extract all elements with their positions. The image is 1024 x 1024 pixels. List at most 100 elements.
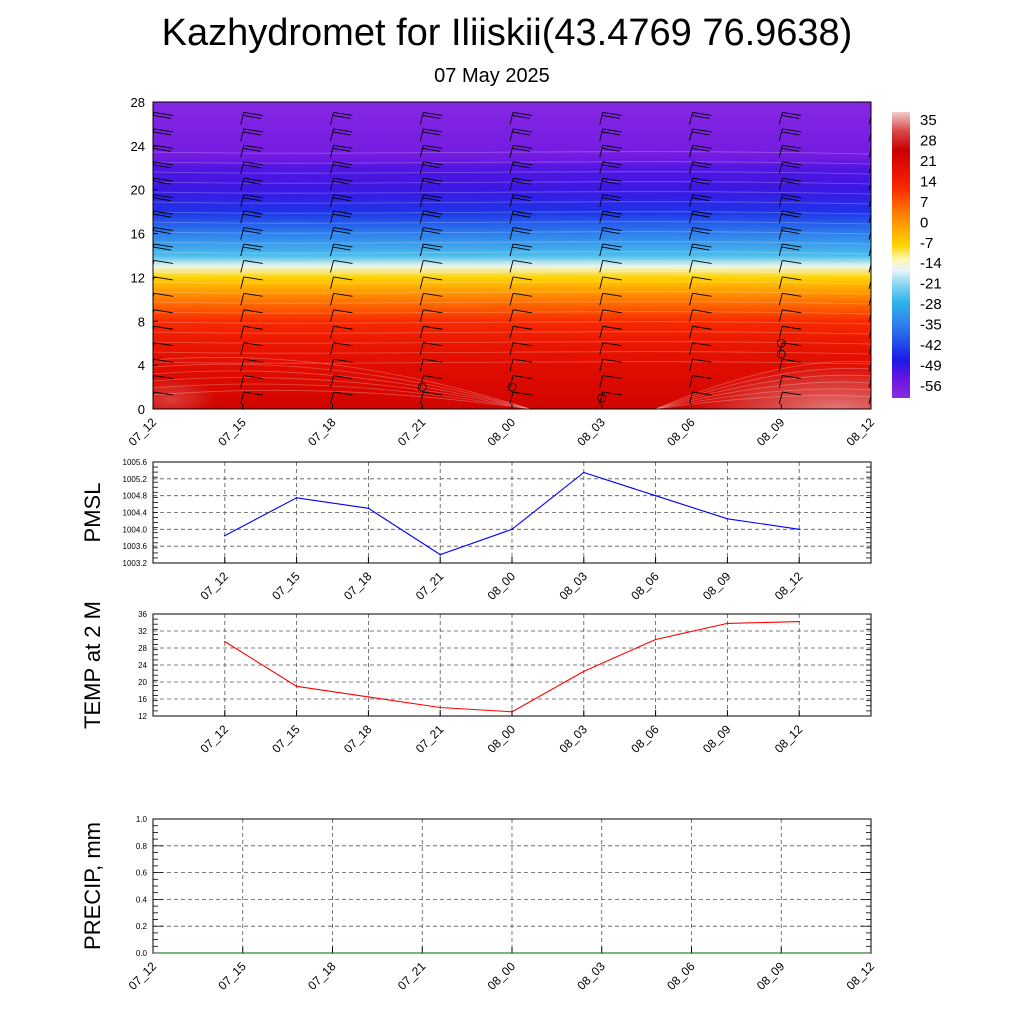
wind-barb — [778, 128, 802, 142]
x-tick-label: 08_03 — [574, 959, 608, 993]
wind-barb — [689, 243, 712, 257]
wind-barb — [868, 114, 871, 125]
wind-barb — [330, 144, 353, 158]
x-tick-label: 07_21 — [395, 959, 429, 993]
colorbar-label: 35 — [920, 112, 937, 129]
wind-barb — [689, 227, 712, 240]
colorbar-label: 28 — [920, 132, 937, 149]
y-tick-label: 32 — [138, 627, 147, 636]
y-tick-label: 28 — [131, 95, 145, 110]
wind-barb — [240, 177, 263, 191]
pmsl-y-axis: 1003.2 1003.6 1004.0 1004.4 1004.8 1005.2 1005… — [123, 458, 148, 568]
wind-barb — [419, 243, 443, 257]
cross-section-y-axis: 0 4 8 12 16 20 24 28 — [131, 95, 158, 417]
temp-2m-grid — [153, 613, 871, 717]
wind-barb — [330, 227, 353, 240]
wind-barb — [419, 161, 443, 174]
pmsl-point — [224, 534, 226, 537]
x-tick-label: 07_21 — [395, 415, 429, 449]
wind-barb — [419, 358, 443, 372]
wind-barb — [689, 358, 712, 372]
wind-barb — [599, 227, 622, 240]
wind-barb — [240, 309, 263, 322]
x-tick-label: 08_12 — [844, 959, 878, 993]
wind-barb — [240, 112, 263, 125]
wind-barb — [778, 292, 802, 306]
y-tick-label: 1005.2 — [123, 475, 148, 484]
y-tick-label: 1.0 — [136, 815, 148, 824]
pmsl-point — [583, 471, 585, 474]
wind-barb — [868, 262, 871, 273]
precip-axis-title: PRECIP, mm — [80, 822, 105, 950]
contour-line — [153, 261, 871, 265]
y-tick-label: 16 — [138, 695, 147, 704]
y-tick-label: 16 — [131, 227, 145, 242]
contour-line — [153, 281, 871, 285]
y-tick-label: 24 — [138, 661, 147, 670]
wind-barb — [599, 144, 622, 158]
calm-wind-circle — [776, 338, 786, 348]
wind-barb — [509, 128, 533, 142]
y-tick-label: 1005.6 — [123, 458, 148, 467]
colorbar-label: 21 — [920, 153, 937, 170]
colorbar-label: -56 — [920, 378, 942, 395]
wind-barb — [599, 210, 622, 224]
wind-barb — [330, 194, 353, 207]
wind-barb — [509, 194, 533, 207]
wind-barb — [868, 295, 871, 306]
precip-point — [421, 952, 424, 954]
wind-barb — [868, 213, 871, 224]
wind-barbs — [153, 112, 871, 405]
x-tick-label: 08_06 — [664, 415, 698, 449]
wind-barb — [240, 243, 263, 257]
x-tick-label: 07_21 — [413, 722, 447, 756]
precip-point — [331, 952, 334, 954]
wind-barb — [240, 342, 263, 355]
contour-line — [153, 331, 871, 335]
precip-x-axis: 07_12 07_15 07_18 07_21 08_00 08_03 08_06 08_09… — [126, 947, 878, 993]
wind-barb — [868, 394, 871, 405]
contour-line — [655, 361, 871, 409]
x-tick-label: 07_15 — [269, 569, 303, 603]
temperature-colorbar: 35 28 21 14 7 0 -7 -14 -21 -28 -35 -42 -49 -56 — [892, 112, 942, 398]
colorbar-label: -7 — [920, 235, 933, 252]
colorbar-body — [892, 112, 910, 398]
wind-barb — [778, 325, 802, 339]
wind-barb — [509, 227, 533, 240]
colorbar-label: -35 — [920, 317, 942, 334]
wind-barb — [599, 276, 622, 290]
wind-barb — [330, 325, 353, 339]
colorbar-label: -21 — [920, 276, 942, 293]
y-tick-label: 0.2 — [136, 922, 148, 931]
calm-wind-circle — [776, 349, 786, 359]
wind-barb — [509, 325, 533, 339]
contour-lines — [153, 151, 871, 409]
wind-barb — [689, 177, 712, 191]
x-tick-label: 07_12 — [126, 415, 160, 449]
contour-line — [153, 161, 871, 165]
x-tick-label: 07_18 — [305, 415, 339, 449]
x-tick-label: 07_21 — [413, 569, 447, 603]
wind-barb — [419, 260, 443, 273]
cross-section-x-axis: 07_12 07_15 07_18 07_21 08_00 08_03 08_06 08_09… — [126, 404, 877, 449]
y-tick-label: 28 — [138, 644, 147, 653]
wind-barb — [330, 128, 353, 142]
wind-barb — [330, 276, 353, 290]
y-tick-label: 0.0 — [136, 949, 148, 958]
calm-wind-circle — [597, 393, 607, 403]
y-tick-label: 0.8 — [136, 842, 148, 851]
wind-barb — [240, 144, 263, 158]
wind-barb — [599, 375, 622, 388]
wind-barb — [419, 276, 443, 290]
wind-barb — [419, 227, 443, 240]
contour-line — [153, 383, 531, 409]
contour-line — [153, 341, 871, 345]
precip-grid — [152, 818, 872, 954]
wind-barb — [778, 227, 802, 240]
wind-barb — [240, 194, 263, 207]
wind-barb — [509, 144, 533, 158]
wind-barb — [689, 260, 712, 273]
x-tick-label: 08_00 — [485, 415, 519, 449]
